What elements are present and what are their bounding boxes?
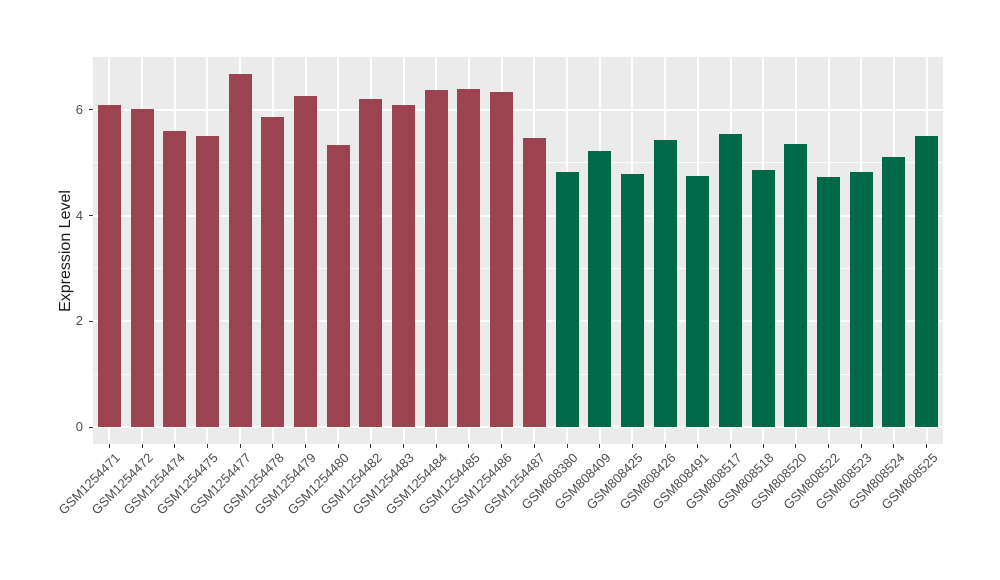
- x-axis-tick: [435, 444, 437, 448]
- x-axis-tick: [272, 444, 274, 448]
- bar-GSM808491: [686, 175, 709, 427]
- x-axis-tick: [370, 444, 372, 448]
- x-axis-tick: [533, 444, 535, 448]
- bar-GSM808523: [850, 172, 873, 427]
- x-axis-tick: [795, 444, 797, 448]
- gridline-minor: [93, 373, 943, 375]
- x-axis-tick: [305, 444, 306, 448]
- x-axis-tick: [141, 444, 143, 448]
- y-axis-tick: [89, 109, 93, 111]
- y-axis-tick: [89, 426, 93, 428]
- bar-GSM1254477: [229, 73, 252, 427]
- y-axis-tick: [89, 215, 93, 217]
- bar-GSM1254475: [196, 136, 219, 427]
- bar-GSM1254482: [359, 99, 382, 427]
- bar-GSM808518: [752, 170, 775, 427]
- gridline-major: [93, 108, 943, 111]
- bar-GSM808525: [915, 136, 938, 427]
- bar-GSM1254478: [261, 117, 284, 427]
- bar-GSM808517: [719, 133, 742, 427]
- x-axis-tick: [697, 444, 699, 448]
- bar-GSM1254485: [457, 88, 480, 427]
- x-axis-tick: [468, 444, 470, 448]
- gridline-major: [93, 320, 943, 323]
- y-tick-label: 6: [75, 101, 83, 117]
- x-axis-tick: [762, 444, 764, 448]
- x-axis-tick: [337, 444, 339, 448]
- bar-GSM1254484: [425, 89, 448, 427]
- x-axis-tick: [631, 444, 633, 448]
- bar-GSM1254472: [131, 109, 154, 427]
- x-axis-tick: [730, 444, 731, 448]
- y-tick-label: 2: [75, 313, 83, 329]
- gridline-major: [93, 214, 943, 217]
- x-axis-tick: [566, 444, 568, 448]
- gridline-minor: [93, 267, 943, 269]
- bar-GSM808520: [784, 144, 807, 427]
- bar-GSM1254486: [490, 91, 513, 427]
- x-axis-tick: [403, 444, 405, 448]
- bar-GSM808380: [556, 171, 579, 427]
- y-tick-label: 0: [75, 419, 83, 434]
- y-axis-title: Expression Level: [57, 190, 74, 312]
- bar-GSM808425: [621, 174, 644, 427]
- bar-GSM808409: [588, 151, 611, 427]
- x-axis-tick: [828, 444, 830, 448]
- bar-GSM1254474: [163, 131, 186, 427]
- x-axis-tick: [108, 444, 110, 448]
- bar-GSM1254471: [98, 105, 121, 427]
- plot-panel: [93, 57, 943, 444]
- x-axis-tick: [174, 444, 176, 448]
- x-axis-tick: [664, 444, 666, 448]
- bar-GSM1254487: [523, 138, 546, 427]
- bar-GSM1254480: [327, 144, 350, 427]
- bar-GSM1254483: [392, 105, 415, 427]
- bar-GSM808522: [817, 177, 840, 427]
- x-axis-tick: [860, 444, 862, 448]
- y-axis-tick: [89, 320, 93, 322]
- gridline-minor: [93, 162, 943, 164]
- bar-GSM808524: [882, 156, 905, 427]
- gridline-major: [93, 426, 943, 428]
- y-tick-label: 4: [75, 207, 83, 223]
- x-axis-tick: [893, 444, 895, 448]
- x-axis-tick: [239, 444, 241, 448]
- x-axis-tick: [206, 444, 208, 448]
- x-axis-tick: [599, 444, 601, 448]
- x-axis-tick: [926, 444, 928, 448]
- bar-GSM1254479: [294, 96, 317, 427]
- bar-GSM808426: [654, 140, 677, 427]
- x-axis-tick: [501, 444, 503, 448]
